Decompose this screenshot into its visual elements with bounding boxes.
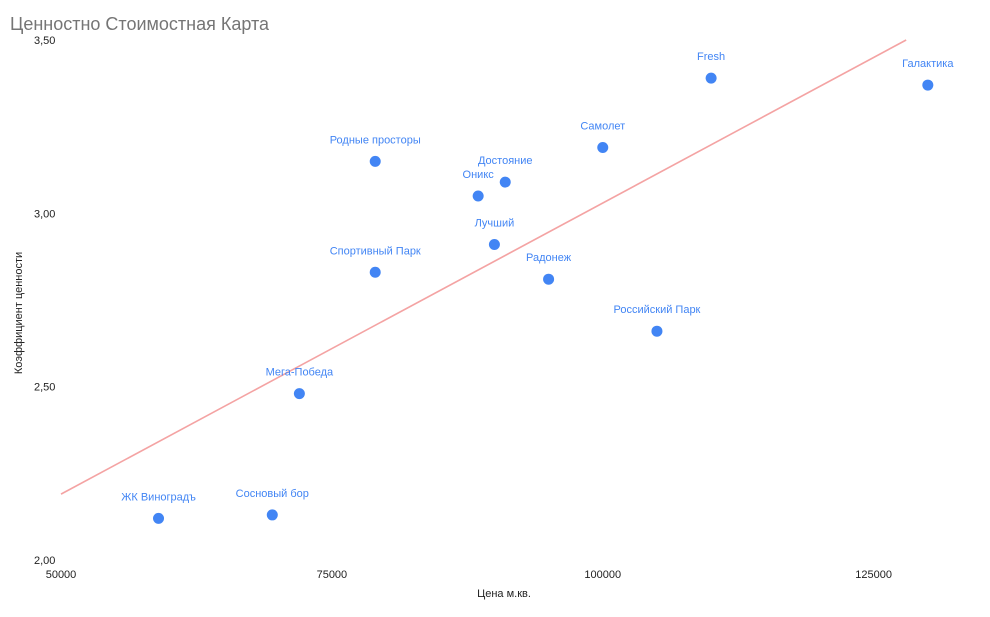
point-label: Fresh — [697, 51, 725, 63]
data-point[interactable] — [266, 509, 278, 521]
y-tick-label: 2,00 — [34, 555, 55, 567]
data-point[interactable] — [293, 388, 305, 400]
data-point[interactable] — [153, 512, 165, 524]
point-label: Достояние — [478, 155, 533, 167]
data-point[interactable] — [472, 190, 484, 202]
data-point[interactable] — [488, 239, 500, 251]
data-point[interactable] — [369, 155, 381, 167]
point-labels-layer: Fresh Галактика Самолет Родные просторы Дост… — [121, 51, 954, 503]
point-label: Сосновый бор — [236, 488, 309, 500]
point-label: Мега-Победа — [266, 367, 334, 379]
point-label: ЖК Виноградъ — [121, 491, 196, 503]
point-label: Радонеж — [526, 252, 572, 264]
data-point[interactable] — [499, 176, 511, 188]
y-axis-ticks: 2,00 2,50 3,00 3,50 — [34, 35, 55, 567]
y-axis-title: Коэффициент ценности — [13, 252, 25, 374]
x-tick-label: 125000 — [855, 569, 892, 581]
point-label: Галактика — [902, 58, 954, 70]
data-point[interactable] — [597, 141, 609, 153]
x-tick-label: 100000 — [584, 569, 621, 581]
y-tick-label: 2,50 — [34, 382, 55, 394]
y-tick-label: 3,00 — [34, 208, 55, 220]
x-axis-ticks: 50000 75000 100000 125000 — [46, 569, 892, 581]
y-tick-label: 3,50 — [34, 35, 55, 47]
data-point[interactable] — [651, 325, 663, 337]
data-point[interactable] — [543, 273, 555, 285]
point-label: Родные просторы — [330, 134, 421, 146]
trendline — [60, 39, 907, 495]
x-tick-label: 50000 — [46, 569, 77, 581]
trendline-layer — [60, 39, 907, 495]
point-label: Спортивный Парк — [330, 245, 421, 257]
x-axis-title: Цена м.кв. — [477, 588, 531, 600]
points-layer — [153, 72, 934, 524]
chart-title: Ценностно Стоимостная Карта — [10, 14, 270, 34]
data-point[interactable] — [705, 72, 717, 84]
data-point[interactable] — [922, 79, 934, 91]
point-label: Самолет — [580, 120, 625, 132]
data-point[interactable] — [369, 266, 381, 278]
point-label: Лучший — [475, 218, 515, 230]
x-tick-label: 75000 — [317, 569, 348, 581]
point-label: Оникс — [463, 169, 495, 181]
point-label: Российский Парк — [614, 304, 701, 316]
